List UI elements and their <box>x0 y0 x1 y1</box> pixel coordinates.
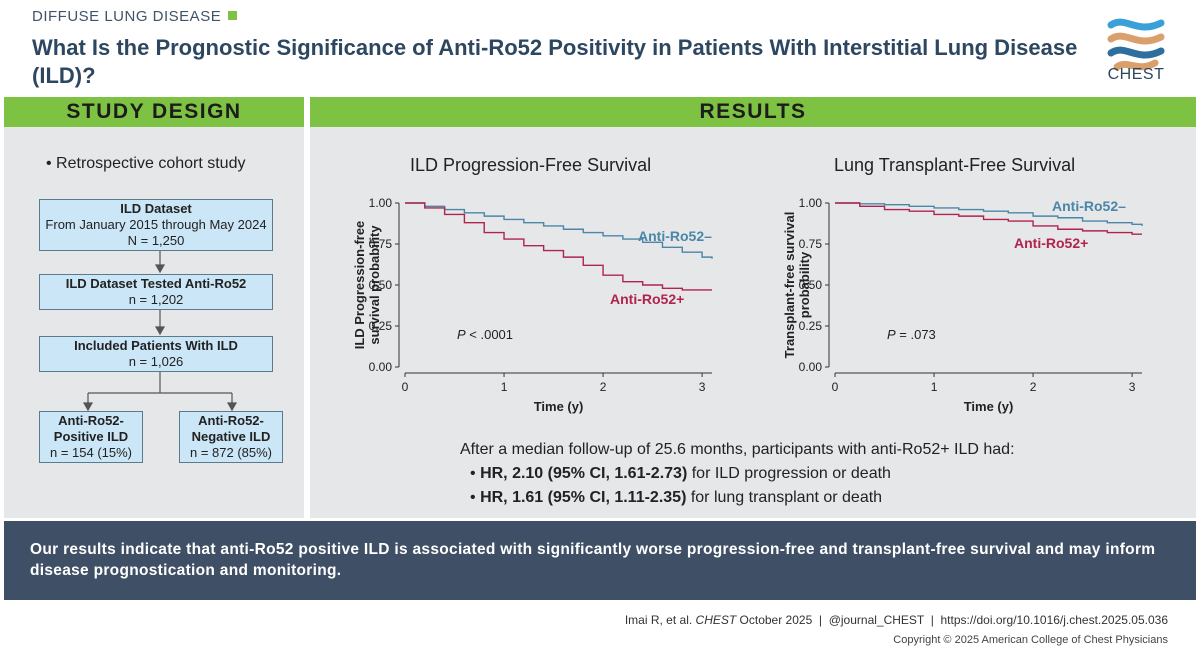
y-tick-label: 0.25 <box>799 319 823 333</box>
bullet: • <box>470 489 476 506</box>
series-line-anti-ro52-positive <box>835 202 1142 235</box>
box-count: n = 154 (15%) <box>49 445 133 460</box>
x-tick-label: 2 <box>1030 380 1037 394</box>
box-title: ILD Dataset <box>120 201 192 216</box>
citation: Imai R, et al. CHEST October 2025 | @jou… <box>625 613 1168 627</box>
series-line-anti-ro52-negative <box>835 202 1143 226</box>
p-value: = .073 <box>896 327 936 342</box>
p-value: < .0001 <box>466 327 513 342</box>
y-tick-label: 0.75 <box>369 237 393 251</box>
legend-label-anti-ro52-positive: Anti-Ro52+ <box>1014 235 1088 251</box>
x-tick-label: 1 <box>931 380 938 394</box>
category-square-icon <box>228 11 238 20</box>
y-tick-label: 0.25 <box>369 319 393 333</box>
hr-progression-outcome: for ILD progression or death <box>687 465 891 482</box>
flow-box-positive-ild: Anti-Ro52- Positive ILD n = 154 (15%) <box>39 411 143 463</box>
series-line-anti-ro52-positive <box>405 202 712 291</box>
y-axis-label: survival probability <box>367 225 382 345</box>
x-tick-label: 3 <box>699 380 706 394</box>
study-design-heading: STUDY DESIGN <box>4 97 304 127</box>
tfs-chart: 0.00 0.25 0.50 0.75 1.00 0 1 2 3 Time (y) Transpla… <box>782 196 1143 414</box>
y-tick-label: 0.75 <box>799 237 823 251</box>
flow-box-negative-ild: Anti-Ro52- Negative ILD n = 872 (85%) <box>179 411 283 463</box>
series-line-anti-ro52-negative <box>405 202 713 259</box>
y-axis-label: Transplant-free survival <box>782 212 797 359</box>
flow-box-ild-dataset: ILD Dataset From January 2015 through Ma… <box>39 199 273 251</box>
x-axis-label: Time (y) <box>964 399 1014 414</box>
y-axis-label: ILD Progression-free <box>352 221 367 350</box>
chart-title-tfs: Lung Transplant-Free Survival <box>834 155 1076 175</box>
copyright: Copyright © 2025 American College of Che… <box>893 634 1168 646</box>
y-tick-label: 0.00 <box>369 360 393 374</box>
chest-logo-icon <box>1107 18 1165 71</box>
x-tick-label: 0 <box>402 380 409 394</box>
citation-authors: Imai R, et al. <box>624 613 696 627</box>
box-title: Included Patients With ILD <box>74 338 238 353</box>
box-count: n = 1,026 <box>128 354 184 369</box>
x-tick-label: 3 <box>1129 380 1136 394</box>
y-tick-label: 1.00 <box>799 196 823 210</box>
results-panel: RESULTS <box>310 97 1196 518</box>
hr-transplant-outcome: for lung transplant or death <box>686 489 883 506</box>
flow-box-included-patients: Included Patients With ILD n = 1,026 <box>39 336 273 372</box>
x-tick-label: 1 <box>501 380 508 394</box>
pfs-chart: 0.00 0.25 0.50 0.75 1.00 0 1 2 3 Time (y) ILD Prog… <box>352 196 713 414</box>
p-symbol: P <box>457 327 466 342</box>
chart-title-pfs: ILD Progression-Free Survival <box>410 155 652 175</box>
citation-details: October 2025 | @journal_CHEST | https://… <box>736 613 1168 627</box>
flow-connectors <box>82 249 238 412</box>
box-title-line1: Anti-Ro52- <box>58 413 124 428</box>
legend-label-anti-ro52-negative: Anti-Ro52– <box>638 228 712 244</box>
hr-transplant-value: HR, 1.61 (95% CI, 1.11-2.35) <box>480 489 687 506</box>
box-date-range: From January 2015 through May 2024 <box>45 217 267 232</box>
summary-intro: After a median follow-up of 25.6 months,… <box>460 441 1015 458</box>
y-axis-label: probability <box>797 251 812 318</box>
legend-label-anti-ro52-positive: Anti-Ro52+ <box>610 291 684 307</box>
conclusion-banner <box>4 521 1196 600</box>
box-count: n = 872 (85%) <box>189 445 273 460</box>
results-summary: After a median follow-up of 25.6 months,… <box>460 438 1180 510</box>
p-value-annotation: P = .073 <box>887 327 936 342</box>
hr-progression-value: HR, 2.10 (95% CI, 1.61-2.73) <box>480 465 688 482</box>
page-title: What Is the Prognostic Significance of A… <box>32 35 1078 88</box>
category-label: DIFFUSE LUNG DISEASE <box>32 8 238 25</box>
x-axis-label: Time (y) <box>534 399 584 414</box>
results-heading: RESULTS <box>310 97 1196 127</box>
conclusion-text: Our results indicate that anti-Ro52 posi… <box>30 541 1156 579</box>
y-tick-label: 0.50 <box>799 278 823 292</box>
box-title: ILD Dataset Tested Anti-Ro52 <box>65 276 247 291</box>
logo-text: CHEST <box>1107 66 1165 83</box>
box-title-line2: Positive ILD <box>53 429 129 444</box>
y-tick-label: 0.00 <box>799 360 823 374</box>
citation-journal: CHEST <box>695 613 737 627</box>
study-type-bullet: • Retrospective cohort study <box>46 155 246 172</box>
legend-label-anti-ro52-negative: Anti-Ro52– <box>1052 198 1126 214</box>
y-tick-label: 0.50 <box>369 278 393 292</box>
hr-progression: • HR, 2.10 (95% CI, 1.61-2.73) for ILD p… <box>470 462 1180 486</box>
box-count: N = 1,250 <box>127 233 185 248</box>
p-value-annotation: P < .0001 <box>457 327 513 342</box>
box-title-line2: Negative ILD <box>191 429 271 444</box>
x-tick-label: 2 <box>600 380 607 394</box>
bullet: • <box>470 465 476 482</box>
y-tick-label: 1.00 <box>369 196 393 210</box>
flow-box-tested-anti-ro52: ILD Dataset Tested Anti-Ro52 n = 1,202 <box>39 274 273 310</box>
p-symbol: P <box>887 327 896 342</box>
x-tick-label: 0 <box>832 380 839 394</box>
category-text: DIFFUSE LUNG DISEASE <box>32 8 222 25</box>
box-count: n = 1,202 <box>128 292 184 307</box>
hr-transplant: • HR, 1.61 (95% CI, 1.11-2.35) for lung … <box>470 486 1180 510</box>
box-title-line1: Anti-Ro52- <box>198 413 264 428</box>
